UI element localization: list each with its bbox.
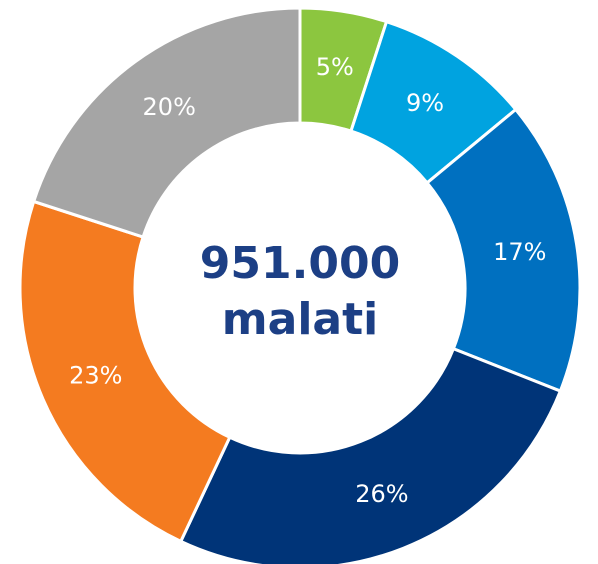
center-title: 951.000 bbox=[200, 238, 400, 289]
slice-label: 9% bbox=[406, 89, 444, 117]
center-subtitle: malati bbox=[222, 294, 378, 345]
donut-slice bbox=[18, 199, 232, 544]
slice-label: 26% bbox=[355, 480, 408, 508]
slice-label: 20% bbox=[143, 93, 196, 121]
slice-label: 17% bbox=[493, 238, 546, 266]
slice-label: 23% bbox=[69, 361, 122, 389]
donut-slice bbox=[425, 107, 582, 394]
donut-slice bbox=[31, 6, 302, 239]
donut-slice bbox=[178, 346, 563, 564]
slice-label: 5% bbox=[316, 53, 354, 81]
